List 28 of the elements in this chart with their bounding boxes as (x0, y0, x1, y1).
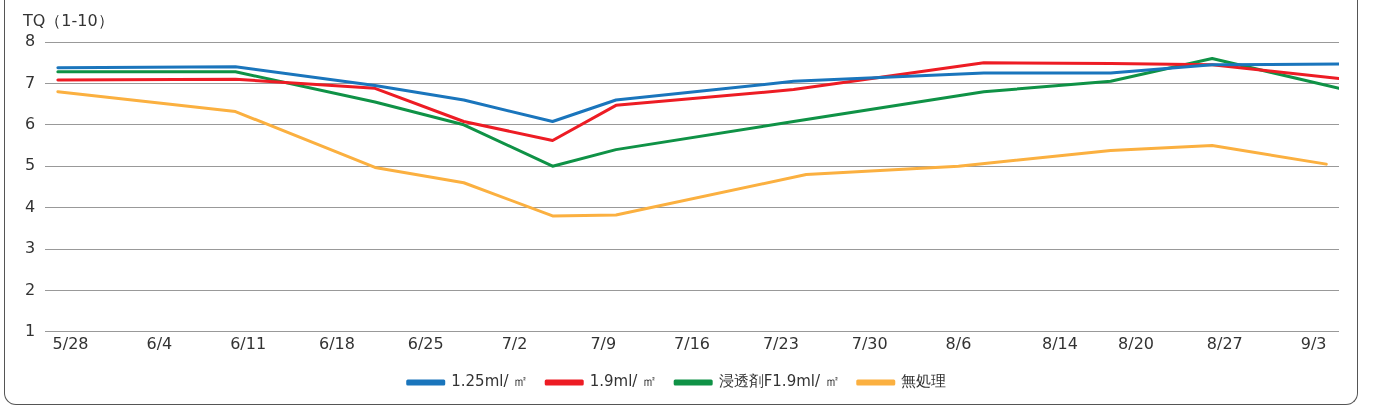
y-axis-title: TQ（1-10） (22, 11, 114, 31)
legend-label: 1.25ml/ ㎡ (451, 372, 529, 391)
x-tick-label: 5/28 (52, 333, 89, 353)
x-tick-label: 7/2 (501, 333, 528, 353)
y-tick-label: 3 (24, 238, 36, 258)
legend-label: 1.9ml/ ㎡ (589, 372, 658, 391)
x-tick-label: 7/30 (851, 333, 888, 353)
x-tick-label: 6/18 (318, 333, 355, 353)
y-tick-label: 1 (24, 320, 36, 340)
legend-label: 無処理 (901, 372, 947, 391)
x-tick-label: 8/20 (1118, 333, 1155, 353)
x-tick-label: 8/27 (1206, 333, 1243, 353)
y-tick-label: 8 (24, 31, 36, 51)
x-tick-label: 7/16 (674, 333, 711, 353)
y-tick-label: 4 (24, 196, 36, 216)
x-tick-label: 9/3 (1300, 333, 1327, 353)
y-tick-label: 2 (24, 279, 36, 299)
x-tick-label: 6/4 (146, 333, 173, 353)
x-tick-label: 8/6 (945, 333, 972, 353)
y-tick-label: 6 (24, 113, 36, 133)
x-tick-label: 8/14 (1041, 333, 1078, 353)
x-tick-label: 7/23 (762, 333, 799, 353)
y-tick-label: 7 (24, 72, 36, 92)
x-tick-label: 6/11 (230, 333, 267, 353)
x-tick-label: 7/9 (590, 333, 617, 353)
y-tick-label: 5 (24, 155, 36, 175)
x-tick-label: 6/25 (407, 333, 444, 353)
legend-label: 浸透剤F1.9ml/ ㎡ (718, 372, 840, 391)
